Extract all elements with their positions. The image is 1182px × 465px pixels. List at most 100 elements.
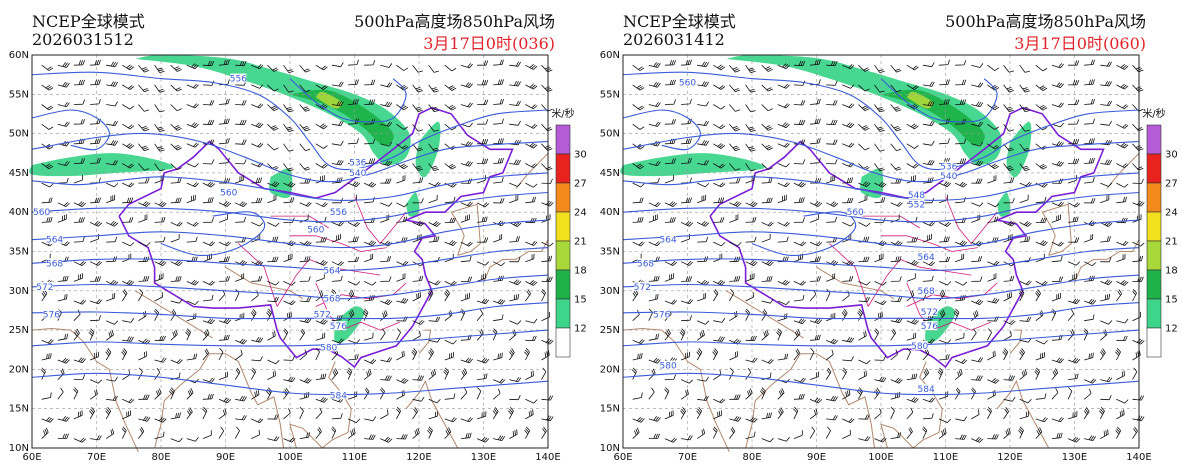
wind-barb bbox=[299, 432, 310, 439]
wind-barb bbox=[428, 163, 439, 172]
wind-barb bbox=[761, 221, 774, 227]
wind-barb bbox=[713, 398, 726, 404]
wind-barb bbox=[664, 217, 676, 223]
wind-barb bbox=[57, 121, 70, 127]
wind-barb bbox=[218, 347, 224, 361]
wind-barb bbox=[664, 119, 676, 125]
wind-barb bbox=[73, 437, 86, 443]
wind-barb bbox=[170, 233, 180, 243]
wind-barb bbox=[858, 64, 870, 72]
lon-tick-label: 130E bbox=[1062, 452, 1087, 463]
wind-barb bbox=[525, 142, 538, 149]
wind-barb bbox=[777, 182, 790, 188]
wind-barb bbox=[1035, 427, 1043, 439]
model-name: NCEP全球模式 bbox=[623, 12, 736, 31]
wind-barb bbox=[842, 260, 855, 266]
wind-barb bbox=[380, 409, 389, 420]
wind-barb bbox=[396, 216, 408, 223]
wind-speed-shading bbox=[925, 306, 956, 344]
wind-barb bbox=[777, 437, 790, 442]
wind-barb bbox=[793, 181, 806, 188]
wind-barb bbox=[793, 406, 799, 420]
wind-barb bbox=[186, 163, 199, 168]
wind-barb bbox=[541, 214, 551, 223]
wind-barb bbox=[202, 406, 208, 420]
wind-barb bbox=[1067, 309, 1075, 321]
wind-barb bbox=[697, 395, 709, 401]
wind-barb bbox=[1100, 159, 1112, 165]
wind-barb bbox=[809, 408, 818, 420]
wind-barb bbox=[235, 216, 246, 223]
wind-barb bbox=[186, 142, 199, 148]
wind-barb bbox=[396, 123, 409, 130]
wind-barb bbox=[1003, 291, 1012, 302]
wind-barb bbox=[509, 194, 519, 204]
wind-barb bbox=[299, 328, 306, 341]
wind-barb bbox=[1116, 123, 1129, 129]
wind-barb bbox=[251, 122, 264, 129]
wind-barb bbox=[218, 59, 230, 66]
lat-tick-label: 15N bbox=[9, 404, 29, 415]
wind-barb bbox=[890, 143, 902, 152]
contour-label: 572 bbox=[36, 283, 53, 293]
wind-barb bbox=[427, 426, 433, 439]
wind-barb bbox=[348, 256, 360, 263]
wind-barb bbox=[841, 308, 848, 321]
wind-speed-shading bbox=[906, 91, 934, 109]
wind-barb bbox=[922, 261, 935, 267]
wind-barb bbox=[1067, 273, 1077, 282]
colorbar-level-label: 21 bbox=[1165, 237, 1178, 248]
wind-barb bbox=[664, 158, 676, 164]
wind-barb bbox=[476, 298, 490, 305]
wind-barb bbox=[777, 194, 787, 204]
wind-barb bbox=[971, 121, 984, 127]
wind-barb bbox=[842, 84, 855, 89]
wind-barb bbox=[745, 143, 756, 152]
wind-barb bbox=[987, 143, 1000, 150]
wind-barb bbox=[266, 308, 273, 321]
wind-barb bbox=[348, 79, 359, 86]
colorbar-segment bbox=[1146, 269, 1162, 300]
wind-barb bbox=[444, 104, 457, 111]
wind-barb bbox=[106, 160, 118, 166]
wind-barb bbox=[525, 123, 538, 129]
wind-barb bbox=[138, 143, 150, 152]
wind-barb bbox=[922, 368, 930, 380]
contour-label-bg bbox=[349, 167, 366, 177]
wind-barb bbox=[971, 202, 984, 207]
wind-barb bbox=[664, 374, 676, 380]
wind-barb bbox=[1100, 376, 1113, 383]
wind-barb bbox=[170, 177, 182, 184]
contour-label-bg bbox=[307, 224, 324, 234]
wind-barb bbox=[1034, 367, 1041, 380]
wind-barb bbox=[793, 159, 806, 165]
wind-barb bbox=[761, 64, 773, 72]
wind-barb bbox=[444, 417, 457, 423]
wind-barb bbox=[283, 123, 294, 132]
wind-barb bbox=[186, 236, 198, 243]
wind-barb bbox=[380, 375, 392, 381]
wind-barb bbox=[57, 387, 64, 400]
wind-barb bbox=[299, 406, 304, 420]
lat-tick-label: 40N bbox=[600, 207, 620, 218]
wind-barb bbox=[428, 398, 441, 404]
wind-barb bbox=[874, 387, 881, 400]
wind-barb bbox=[525, 409, 534, 420]
wind-barb bbox=[648, 177, 660, 184]
wind-barb bbox=[697, 236, 709, 243]
wind-barb bbox=[1018, 426, 1024, 439]
wind-barb bbox=[508, 406, 514, 420]
wind-barb bbox=[1116, 64, 1129, 70]
wind-barb bbox=[729, 275, 741, 282]
wind-barb bbox=[713, 84, 726, 90]
wind-barb bbox=[315, 237, 327, 243]
wind-barb bbox=[315, 202, 328, 208]
wind-barb bbox=[680, 260, 694, 266]
lon-tick-label: 60E bbox=[613, 452, 632, 463]
colorbar-level-label: 15 bbox=[1165, 295, 1178, 306]
height-contour bbox=[622, 172, 1140, 201]
wind-barb bbox=[1019, 143, 1030, 152]
wind-barb bbox=[793, 393, 805, 400]
wind-barb bbox=[90, 98, 101, 105]
